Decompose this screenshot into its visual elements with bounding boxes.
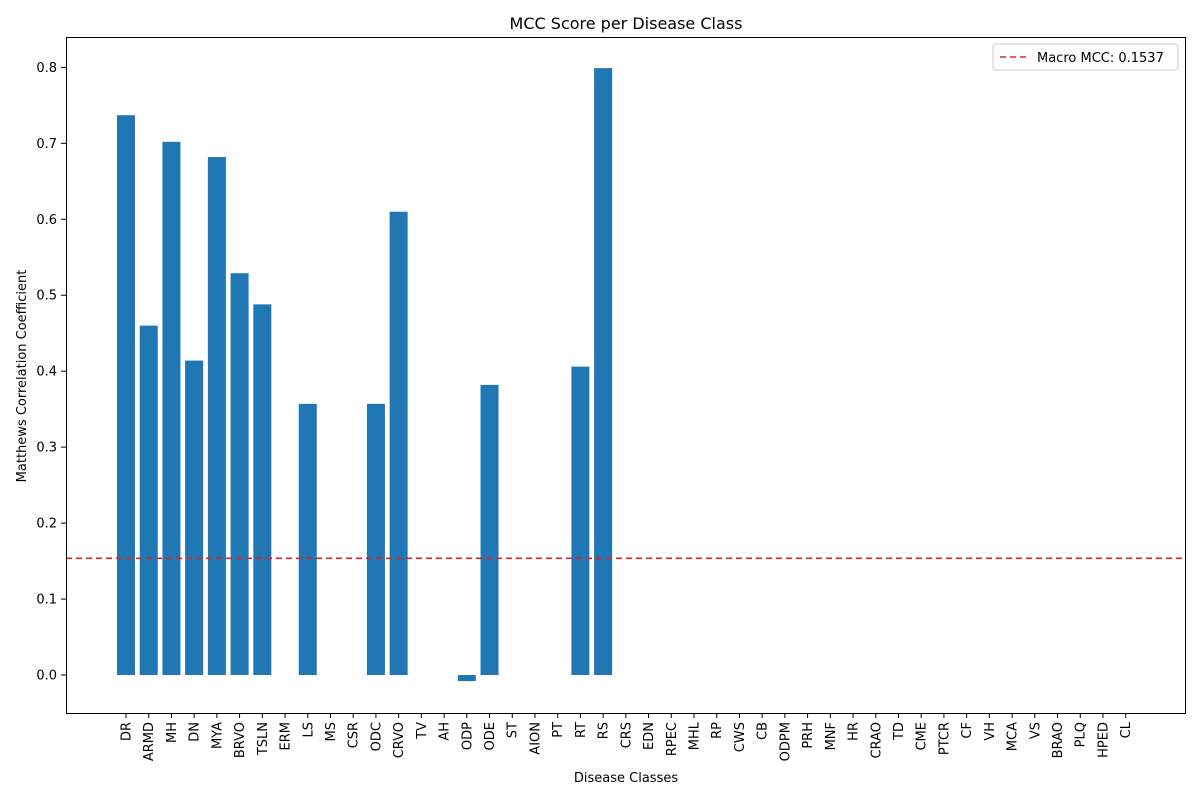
bar	[162, 141, 181, 676]
y-tick-label: 0.4	[36, 365, 57, 380]
x-tick-label: CRAO	[869, 722, 884, 758]
x-tick-label: RP	[710, 722, 725, 739]
x-tick-label: TV	[415, 722, 430, 740]
x-tick-label: MCA	[1006, 722, 1021, 751]
x-tick-label: RPEC	[665, 722, 680, 756]
x-tick-label: PLQ	[1074, 722, 1089, 747]
y-tick-label: 0.5	[36, 289, 57, 304]
x-tick-label: TD	[892, 722, 907, 741]
x-tick-label: MYA	[210, 722, 225, 749]
y-tick-label: 0.8	[36, 61, 57, 76]
x-tick-label: DR	[120, 722, 135, 741]
bar	[207, 157, 226, 676]
x-tick-label: MHL	[688, 721, 703, 750]
plot-area-frame	[66, 37, 1186, 714]
x-tick-label: AION	[528, 722, 543, 755]
x-tick-label: RT	[574, 722, 589, 738]
x-axis-label: Disease Classes	[574, 771, 678, 786]
x-tick-label: AH	[438, 722, 453, 741]
bar	[571, 366, 590, 676]
x-tick-label: PT	[551, 722, 566, 738]
x-tick-label: PRH	[801, 722, 816, 749]
x-tick-label: CL	[1119, 721, 1134, 738]
x-tick-label: VS	[1028, 722, 1043, 739]
legend-box	[992, 43, 1179, 71]
x-tick-label: ERM	[279, 722, 294, 750]
y-tick-label: 0.6	[36, 213, 57, 228]
x-tick-label: ODE	[483, 722, 498, 750]
x-tick-label: MS	[324, 722, 339, 741]
y-tick-label: 0.3	[36, 441, 57, 456]
y-axis-label: Matthews Correlation Coefficient	[15, 270, 30, 483]
x-tick-label: CSR	[347, 722, 362, 748]
bar	[594, 68, 613, 676]
x-tick-label: CF	[960, 722, 975, 739]
bar	[457, 675, 476, 682]
x-tick-label: ODPM	[778, 722, 793, 761]
y-tick-label: 0.7	[36, 137, 57, 152]
bar	[389, 211, 408, 676]
bar	[366, 403, 385, 676]
bar	[253, 304, 272, 676]
x-tick-label: MNF	[824, 722, 839, 750]
bar	[480, 384, 499, 676]
bar	[298, 403, 317, 676]
bar	[139, 325, 158, 676]
legend-label: Macro MCC: 0.1537	[1037, 51, 1164, 66]
x-tick-label: TSLN	[256, 722, 271, 756]
x-tick-label: ODP	[460, 722, 475, 750]
y-tick-label: 0.1	[36, 593, 57, 608]
axis-ticks: 0.0 0.1 0.2 0.3 0.4 0.5 0.6 0.7 0.8 DR ARMD MH DN MYA…	[36, 61, 1134, 761]
x-tick-label: ODC	[369, 722, 384, 751]
x-tick-label: ST	[506, 722, 521, 738]
chart-title: MCC Score per Disease Class	[510, 14, 743, 33]
bar	[230, 273, 249, 676]
x-tick-label: HPED	[1096, 722, 1111, 758]
x-tick-label: PTCR	[937, 722, 952, 755]
y-tick-label: 0.2	[36, 517, 57, 532]
x-tick-label: ARMD	[142, 722, 157, 761]
x-tick-label: CB	[756, 722, 771, 740]
x-tick-label: BRVO	[233, 722, 248, 758]
x-tick-label: BRAO	[1051, 722, 1066, 758]
y-tick-label: 0.0	[36, 669, 57, 684]
bars	[117, 68, 613, 682]
x-tick-label: HR	[847, 722, 862, 741]
x-tick-label: CRVO	[392, 722, 407, 758]
x-tick-label: CRS	[619, 722, 634, 748]
bar	[117, 115, 135, 676]
x-tick-label: CME	[915, 722, 930, 751]
x-tick-label: MH	[165, 722, 180, 743]
legend: Macro MCC: 0.1537	[992, 43, 1179, 71]
x-tick-label: RS	[597, 722, 612, 739]
x-tick-label: VH	[983, 722, 998, 741]
x-tick-label: LS	[301, 722, 316, 738]
x-tick-label: EDN	[642, 722, 657, 750]
bar	[185, 360, 204, 676]
x-tick-label: DN	[188, 722, 203, 742]
x-tick-label: CWS	[733, 722, 748, 752]
